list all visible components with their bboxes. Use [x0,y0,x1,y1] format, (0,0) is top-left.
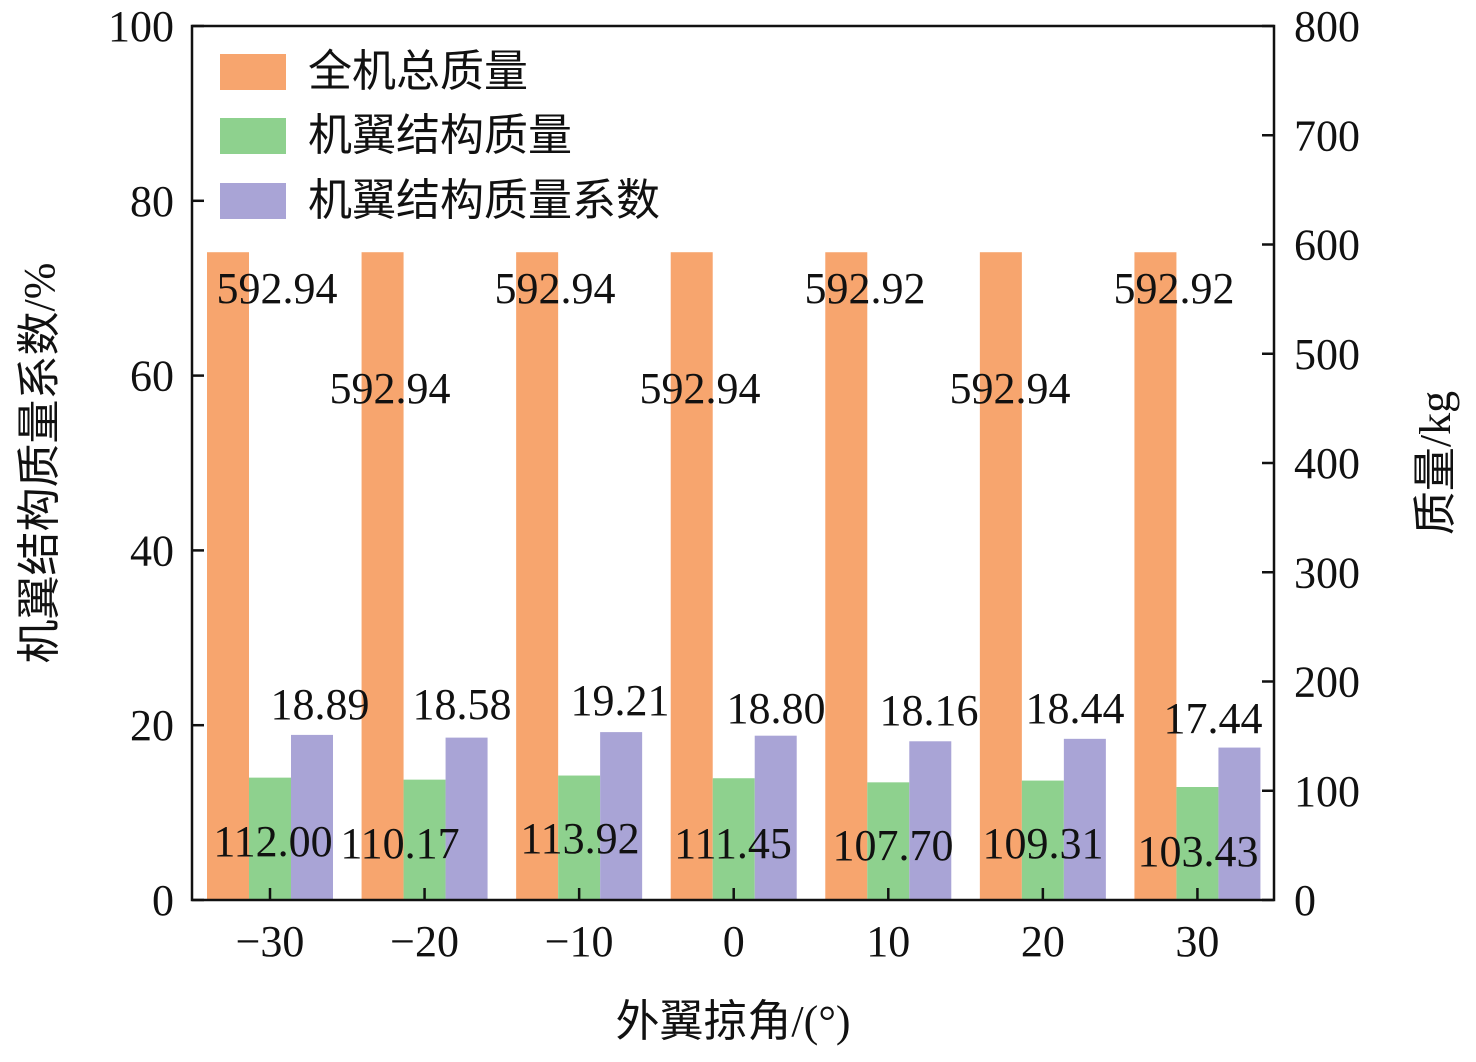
bar-total-mass-3 [670,252,713,901]
data-label-2-1: 18.58 [413,680,512,729]
x-axis-title: 外翼掠角/(°) [615,997,850,1046]
legend-label: 全机总质量 [308,47,528,96]
right-tick-label: 700 [1294,111,1360,160]
bar-total-mass-6 [1134,252,1177,901]
data-label-1-2: 113.92 [520,814,639,863]
right-axis-title: 质量/kg [1411,391,1460,535]
left-tick-label: 80 [130,177,174,226]
data-label-1-5: 109.31 [983,819,1104,868]
data-label-2-4: 18.16 [880,686,979,735]
left-tick-label: 0 [152,876,174,925]
data-label-1-1: 110.17 [340,819,459,868]
bar-wing-mass-coef-0 [291,734,333,900]
data-label-1-6: 103.43 [1138,827,1259,876]
data-label-2-6: 17.44 [1164,694,1263,743]
bar-wing-mass-0 [249,777,291,900]
bar-total-mass-5 [979,252,1022,901]
bar-total-mass-1 [361,252,404,901]
right-tick-label: 600 [1294,221,1360,270]
right-tick-label: 200 [1294,658,1360,707]
x-tick-label: 30 [1175,917,1219,966]
right-tick-label: 100 [1294,767,1360,816]
left-axis: 0 20 40 60 80 100 [108,2,204,925]
data-label-2-2: 19.21 [571,676,670,725]
legend-swatch [220,54,286,90]
x-tick-label: 10 [866,917,910,966]
data-label-2-3: 18.80 [727,684,826,733]
data-label-0-2: 592.94 [495,264,616,313]
bar-wing-mass-5 [1021,780,1064,900]
x-tick-label: 0 [723,917,745,966]
left-tick-label: 20 [130,701,174,750]
data-label-0-3: 592.94 [640,364,761,413]
data-label-0-4: 592.92 [805,264,926,313]
legend-label: 机翼结构质量 [308,111,572,160]
bar-wing-mass-coef-5 [1063,738,1106,900]
x-tick-label: −30 [236,917,305,966]
right-tick-label: 500 [1294,330,1360,379]
bar-wing-mass-4 [867,782,910,900]
bar-wing-mass-3 [712,778,755,900]
bars-layer [207,252,1261,901]
data-label-2-0: 18.89 [271,680,370,729]
bar-wing-mass-1 [403,779,446,900]
data-label-0-1: 592.94 [330,364,451,413]
bar-total-mass-0 [207,252,249,901]
bar-wing-mass-6 [1176,787,1219,900]
x-tick-label: 20 [1021,917,1065,966]
left-axis-title: 机翼结构质量系数/% [15,263,64,664]
data-labels-layer: 592.94 592.94 592.94 592.94 592.92 592.94 592.… [213,264,1262,876]
x-tick-label: −20 [390,917,459,966]
x-tick-label: −10 [545,917,614,966]
bar-wing-mass-coef-3 [754,735,797,900]
right-tick-label: 400 [1294,439,1360,488]
legend-swatch [220,183,286,219]
left-tick-label: 40 [130,526,174,575]
bar-wing-mass-2 [558,775,601,900]
bar-wing-mass-coef-6 [1218,747,1261,900]
x-axis: −30 −20 −10 0 10 20 30 [236,888,1219,966]
data-label-0-0: 592.94 [217,264,338,313]
left-tick-label: 100 [108,2,174,51]
right-axis: 0 100 200 300 400 500 600 700 800 [1262,2,1360,925]
right-tick-label: 0 [1294,876,1316,925]
legend-label: 机翼结构质量系数 [308,176,660,225]
right-tick-label: 300 [1294,548,1360,597]
data-label-1-4: 107.70 [833,821,954,870]
bar-wing-mass-coef-4 [909,741,952,900]
bar-total-mass-2 [516,252,559,901]
left-tick-label: 60 [130,352,174,401]
bar-total-mass-4 [825,252,868,901]
bar-wing-mass-coef-1 [445,737,488,900]
legend-swatch [220,118,286,154]
data-label-2-5: 18.44 [1026,684,1125,733]
data-label-1-0: 112.00 [213,817,332,866]
data-label-1-3: 111.45 [674,819,792,868]
data-label-0-6: 592.92 [1114,264,1235,313]
right-tick-label: 800 [1294,2,1360,51]
bar-wing-mass-coef-2 [600,732,643,900]
data-label-0-5: 592.94 [950,364,1071,413]
